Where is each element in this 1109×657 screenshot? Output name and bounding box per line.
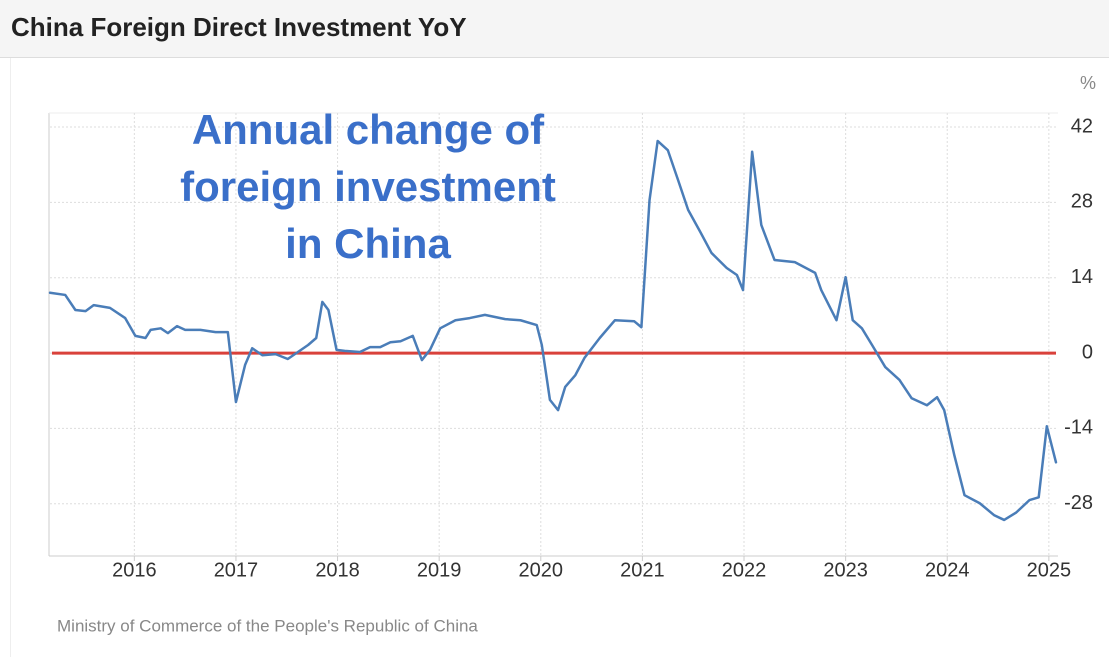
x-tick-label: 2025 <box>1027 559 1072 581</box>
y-tick-label: 42 <box>1071 115 1093 137</box>
annotation: Annual change of <box>192 106 545 153</box>
x-tick-label: 2017 <box>214 559 259 581</box>
x-tick-label: 2016 <box>112 559 157 581</box>
page-title: China Foreign Direct Investment YoY <box>11 12 467 42</box>
x-tick-label: 2024 <box>925 559 970 581</box>
y-tick-label: -28 <box>1064 492 1093 514</box>
header: China Foreign Direct Investment YoY <box>0 0 1109 58</box>
data-line <box>48 139 1058 522</box>
source: Ministry of Commerce of the People's Rep… <box>57 616 478 635</box>
unit-label: % <box>1080 73 1096 93</box>
y-tick-label: 14 <box>1071 266 1093 288</box>
x-tick-label: 2019 <box>417 559 462 581</box>
card <box>10 58 1109 657</box>
y-tick-label: 28 <box>1071 191 1093 213</box>
annotation: foreign investment <box>180 163 556 210</box>
x-tick-label: 2023 <box>823 559 868 581</box>
x-tick-label: 2018 <box>315 559 360 581</box>
annotation: in China <box>285 220 451 267</box>
x-tick-label: 2020 <box>519 559 564 581</box>
x-tick-label: 2021 <box>620 559 665 581</box>
x-tick-label: 2022 <box>722 559 767 581</box>
y-tick-label: 0 <box>1082 341 1093 363</box>
y-tick-label: -14 <box>1064 417 1093 439</box>
